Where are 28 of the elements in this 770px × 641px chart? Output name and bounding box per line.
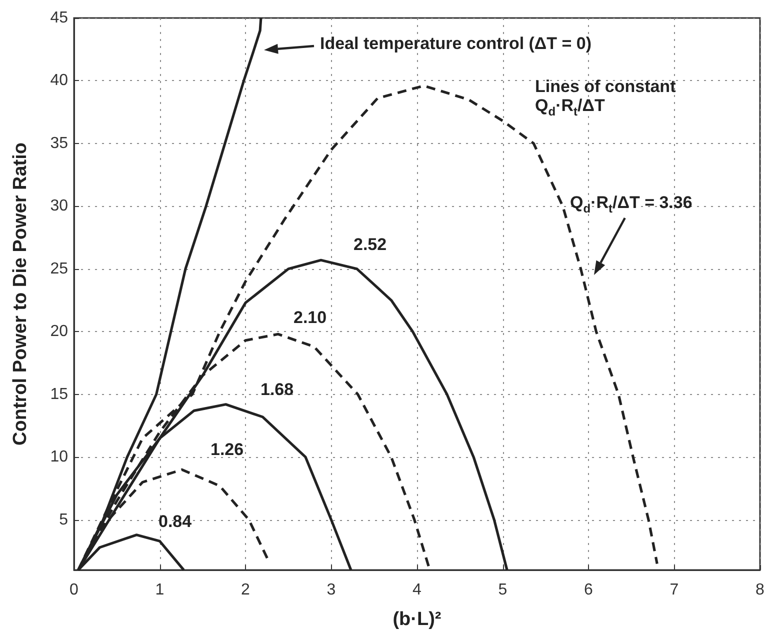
annotation: 1.68 bbox=[260, 380, 294, 400]
x-tick-label: 8 bbox=[756, 582, 765, 598]
y-tick-label: 20 bbox=[50, 323, 68, 340]
x-tick-label: 2 bbox=[241, 582, 250, 598]
annotation: 2.10 bbox=[294, 308, 327, 328]
x-tick-label: 5 bbox=[498, 582, 508, 598]
annotation: Lines of constant Q$_{d}$·R$_{t}$/ΔT bbox=[535, 77, 677, 118]
y-tick-label: 30 bbox=[50, 198, 68, 215]
x-tick-label: 7 bbox=[670, 582, 679, 598]
y-tick-label: 15 bbox=[50, 386, 68, 403]
annotation: 2.52 bbox=[354, 234, 387, 254]
annotation: Ideal temperature control (ΔT = 0) bbox=[320, 34, 592, 54]
y-tick-label: 45 bbox=[50, 10, 68, 26]
y-tick-label: 40 bbox=[50, 72, 68, 90]
x-tick-label: 4 bbox=[412, 582, 422, 598]
x-tick-label: 3 bbox=[326, 582, 336, 598]
y-tick-label: 35 bbox=[50, 134, 68, 152]
annotation: 0.84 bbox=[158, 512, 192, 532]
x-tick-label: 6 bbox=[584, 582, 594, 598]
x-axis-title: (b·L)² bbox=[392, 609, 442, 630]
y-tick-label: 25 bbox=[50, 260, 68, 278]
y-tick-label: 5 bbox=[59, 511, 68, 528]
annotation: Q$_{d}$·R$_{t}$/ΔT = 3.36 bbox=[570, 193, 692, 216]
x-tick-label: 1 bbox=[155, 582, 164, 598]
y-tick-label: 10 bbox=[50, 448, 68, 466]
x-tick-label: 0 bbox=[70, 582, 79, 598]
y-axis-title: Control Power to Die Power Ratio bbox=[10, 142, 31, 446]
annotation: 1.26 bbox=[210, 440, 244, 460]
